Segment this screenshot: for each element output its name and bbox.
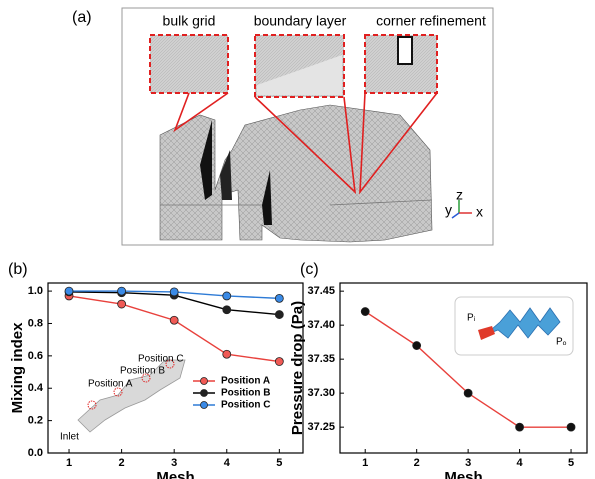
x-tick-label: 2 (119, 457, 125, 469)
x-tick-label: 1 (362, 457, 368, 469)
panel-label: (a) (72, 9, 92, 26)
panel-label: (b) (8, 261, 28, 278)
legend-label: Position B (221, 388, 270, 399)
plot-frame (339, 282, 588, 454)
axis-name: y (445, 202, 452, 218)
data-point (463, 388, 473, 398)
data-point (64, 286, 74, 296)
data-point (169, 315, 179, 325)
x-tick-label: 3 (171, 457, 177, 469)
x-axis-label: Mesh (444, 469, 482, 479)
x-tick-label: 3 (465, 457, 471, 469)
y-tick-label: 37.25 (307, 421, 335, 433)
data-point (117, 299, 127, 309)
data-point (274, 293, 284, 303)
plot-frame (47, 282, 304, 454)
data-point (222, 305, 232, 315)
data-point (274, 357, 284, 366)
x-tick-label: 2 (414, 457, 420, 469)
legend-label: Position C (221, 400, 270, 411)
inset-label: boundary layer (254, 13, 347, 29)
inset-boxes (149, 34, 438, 195)
data-point (412, 341, 422, 350)
inset-label: corner refinement (376, 13, 486, 29)
data-point (566, 422, 576, 432)
y-tick-label: 37.35 (307, 353, 335, 365)
annotation: Inlet (60, 432, 79, 443)
y-axis-label: Pressure drop (Pa) (289, 301, 306, 435)
inset-inlet (478, 326, 495, 340)
data-point (360, 307, 370, 316)
legend-marker (200, 377, 208, 385)
annotation: Position C (138, 354, 184, 365)
legend-marker (200, 401, 208, 409)
mesh-geometry (159, 104, 433, 243)
y-tick-label: 0.0 (28, 447, 43, 459)
x-tick-label: 1 (66, 457, 72, 469)
series-line (68, 295, 280, 363)
x-tick-label: 5 (568, 457, 574, 469)
inset-geometry (77, 359, 186, 433)
y-tick-label: 0.8 (28, 317, 43, 329)
axis-name: x (476, 204, 483, 220)
inset-marker (141, 373, 151, 383)
legend-marker (200, 389, 208, 397)
y-tick-label: 37.30 (307, 387, 335, 399)
panel-label: (c) (300, 261, 319, 278)
inset-marker (165, 359, 175, 369)
data-point (274, 310, 284, 319)
annotation: Position B (120, 366, 165, 377)
y-tick-label: 37.40 (307, 319, 335, 331)
annotation: Pₒ (556, 337, 567, 348)
inset-geometry (484, 307, 561, 339)
x-tick-label: 4 (224, 457, 231, 469)
data-point (222, 291, 232, 301)
data-point (169, 287, 179, 297)
y-tick-label: 1.0 (28, 285, 43, 297)
y-tick-label: 0.2 (28, 415, 43, 427)
x-tick-label: 4 (517, 457, 524, 469)
data-point (222, 349, 232, 359)
x-axis-label: Mesh (156, 469, 194, 479)
legend-label: Position A (221, 376, 270, 387)
x-tick-label: 5 (276, 457, 282, 469)
y-tick-label: 37.45 (307, 285, 335, 297)
axis-triad (451, 200, 472, 219)
y-tick-label: 0.4 (28, 382, 44, 394)
annotation: Position A (88, 379, 133, 390)
data-point (515, 422, 524, 432)
inset-marker (113, 387, 123, 397)
inset-marker (87, 400, 97, 410)
y-axis-label: Mixing index (9, 322, 26, 414)
data-point (117, 286, 127, 296)
inset-label: bulk grid (163, 13, 216, 29)
annotation: Pᵢ (467, 313, 476, 324)
axis-name: z (456, 187, 463, 203)
y-tick-label: 0.6 (28, 350, 43, 362)
